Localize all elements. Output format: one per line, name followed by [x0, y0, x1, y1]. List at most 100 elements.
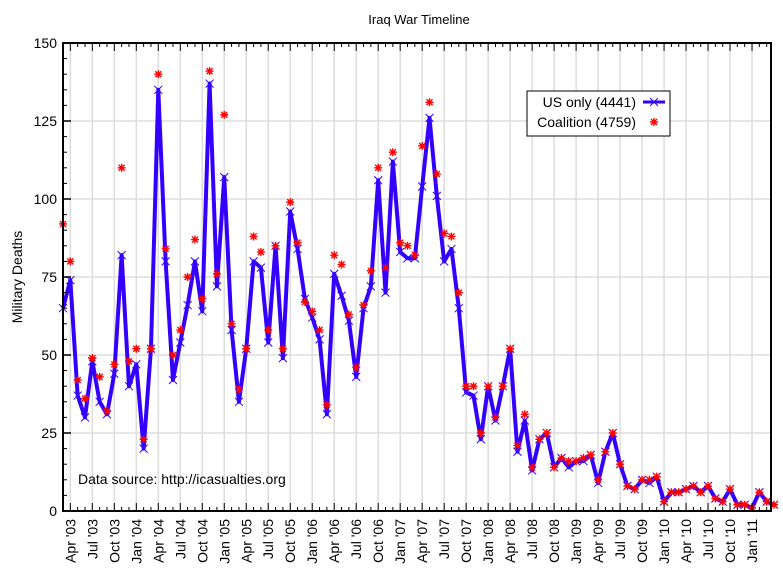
coalition-data-point [755, 488, 764, 497]
x-tick-label: Jan '11 [744, 519, 760, 563]
us-data-point [234, 397, 244, 407]
coalition-data-point [66, 257, 75, 266]
x-tick-label: Apr '07 [414, 519, 430, 563]
coalition-data-point [315, 326, 324, 335]
y-axis-label: Military Deaths [9, 231, 25, 324]
coalition-data-point [198, 294, 207, 303]
coalition-data-point [249, 232, 258, 241]
us-data-point [425, 113, 434, 123]
us-data-point [73, 391, 83, 400]
us-data-point [131, 360, 141, 369]
us-data-point [205, 79, 214, 88]
chart-title: Iraq War Timeline [368, 12, 469, 27]
coalition-data-point [528, 463, 537, 472]
coalition-data-point [205, 67, 214, 76]
coalition-data-point [718, 497, 727, 506]
x-tick-label: Jul '10 [700, 519, 716, 559]
coalition-data-point [733, 500, 742, 509]
us-data-point [454, 303, 464, 313]
data-source-annotation: Data source: http://icasualties.org [78, 471, 286, 487]
x-tick-label: Jul '04 [172, 519, 188, 559]
us-data-point [168, 375, 178, 385]
y-tick-label: 75 [41, 269, 57, 285]
x-tick-label: Jan '05 [216, 519, 232, 564]
coalition-data-point [425, 98, 434, 107]
us-series-line [61, 81, 775, 510]
coalition-data-point [557, 453, 566, 462]
coalition-data-point [608, 429, 617, 437]
coalition-data-point [132, 344, 141, 353]
coalition-data-point [154, 70, 163, 79]
coalition-data-point [352, 363, 361, 372]
series-coalition [59, 67, 779, 512]
coalition-data-point [322, 400, 331, 409]
coalition-data-point [652, 472, 661, 481]
coalition-data-point [674, 488, 683, 497]
coalition-data-point [535, 435, 544, 444]
coalition-data-point [740, 500, 749, 509]
us-data-point [337, 291, 346, 301]
coalition-data-point [330, 251, 339, 260]
us-data-point [307, 313, 317, 322]
us-data-point [219, 172, 229, 182]
coalition-data-point [418, 141, 427, 150]
coalition-data-point [359, 301, 368, 310]
coalition-data-point [594, 475, 603, 484]
legend-swatch-us-marker [649, 97, 659, 107]
coalition-data-point [484, 382, 493, 391]
x-tick-label: Jan '07 [392, 519, 408, 564]
x-tick-label: Oct '08 [546, 519, 562, 563]
coalition-data-point [337, 260, 346, 269]
x-tick-label: Jan '08 [480, 519, 496, 564]
us-data-point [447, 244, 456, 254]
coalition-data-point [403, 241, 412, 250]
coalition-data-point [220, 110, 229, 119]
coalition-data-point [161, 244, 170, 253]
us-data-point [161, 257, 170, 266]
coalition-data-point [80, 394, 89, 403]
coalition-data-point [667, 488, 676, 497]
x-tick-label: Jul '03 [84, 519, 100, 559]
coalition-data-point [564, 457, 573, 466]
us-data-point [461, 388, 471, 397]
legend-label-us: US only (4441) [543, 94, 636, 110]
coalition-data-point [638, 475, 647, 484]
coalition-data-point [660, 497, 669, 506]
us-data-point [329, 269, 339, 279]
x-tick-label: Jan '09 [568, 519, 584, 564]
y-tick-label: 50 [41, 347, 57, 363]
coalition-data-point [381, 263, 390, 272]
us-data-point [197, 306, 207, 316]
us-data-point [381, 288, 390, 297]
us-data-point [285, 207, 295, 216]
us-data-point [432, 191, 442, 201]
coalition-data-point [762, 497, 771, 506]
us-data-point [366, 282, 376, 291]
us-data-point [263, 338, 273, 347]
coalition-data-point [264, 326, 273, 335]
coalition-data-point [146, 344, 155, 353]
x-tick-label: Oct '03 [106, 519, 122, 563]
us-data-point [124, 381, 134, 391]
coalition-data-point [704, 482, 713, 491]
us-data-point [212, 282, 222, 291]
us-data-point [95, 397, 105, 407]
us-data-point [249, 257, 258, 266]
y-tick-label: 0 [49, 503, 57, 519]
us-data-point [190, 257, 200, 266]
x-tick-label: Apr '03 [62, 519, 78, 563]
x-tick-label: Apr '09 [590, 519, 606, 563]
x-tick-label: Jul '08 [524, 519, 540, 559]
us-data-point [278, 353, 288, 363]
x-tick-label: Oct '04 [194, 519, 210, 563]
coalition-data-point [542, 429, 551, 437]
coalition-data-point [498, 382, 507, 391]
coalition-data-point [366, 266, 375, 275]
coalition-data-point [110, 360, 119, 369]
legend-label-coalition: Coalition (4759) [537, 114, 636, 130]
us-data-point [153, 85, 163, 95]
coalition-data-point [711, 494, 720, 503]
legend: US only (4441) Coalition (4759) [526, 90, 671, 137]
axis-ticks [62, 42, 768, 512]
us-data-point [469, 391, 478, 400]
